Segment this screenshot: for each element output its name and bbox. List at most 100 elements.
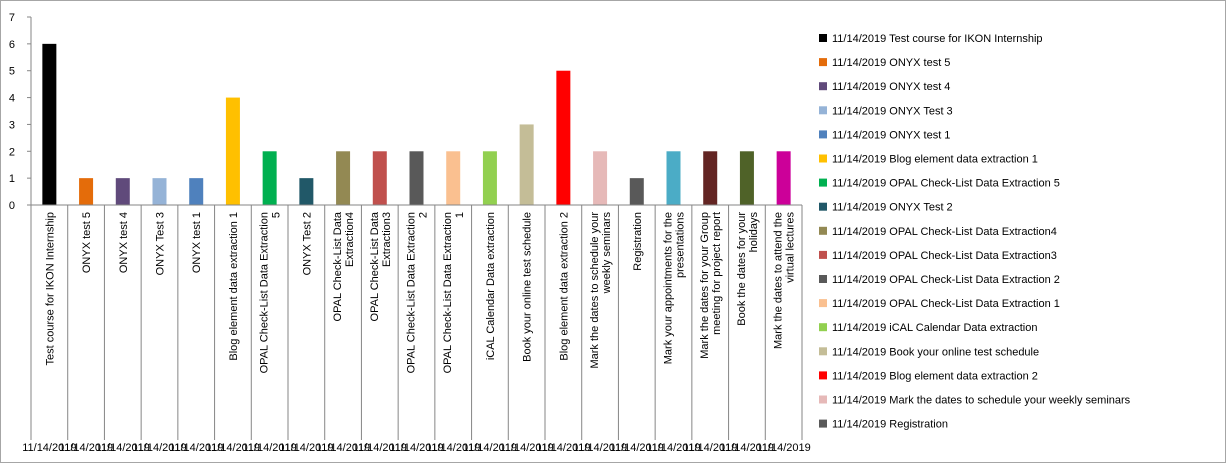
x-category-label: ONYX Test 3: [155, 212, 167, 275]
x-category-label: Mark your appointments for thepresentati…: [663, 212, 687, 365]
y-tick-label: 4: [9, 93, 15, 105]
bar: [776, 151, 791, 205]
x-date-label: 11/14/2019: [426, 442, 480, 454]
legend-label: 11/14/2019 ONYX test 5: [832, 57, 950, 69]
legend-swatch: [819, 347, 827, 356]
bar: [336, 151, 351, 205]
x-date-label: 11/14/2019: [757, 442, 811, 454]
legend-swatch: [819, 130, 827, 139]
legend-swatch: [819, 395, 827, 404]
legend-swatch: [819, 106, 827, 115]
bar: [739, 151, 754, 205]
x-category-label: OPAL Check-List DataExtraction3: [369, 211, 393, 321]
x-date-label: 11/14/2019: [389, 442, 443, 454]
x-category-label: Mark the dates to schedule yourweekly se…: [589, 212, 613, 369]
legend-swatch: [819, 58, 827, 67]
legend-swatch: [819, 419, 827, 428]
legend: 11/14/2019 Test course for IKON Internsh…: [819, 33, 1131, 431]
bar: [189, 178, 204, 205]
y-tick-label: 7: [9, 12, 15, 24]
bar: [262, 151, 277, 205]
legend-label: 11/14/2019 OPAL Check-List Data Extracti…: [832, 178, 1060, 190]
x-date-label: 11/14/2019: [463, 442, 517, 454]
legend-swatch: [819, 323, 827, 332]
x-date-label: 11/14/2019: [206, 442, 260, 454]
legend-label: 11/14/2019 OPAL Check-List Data Extracti…: [832, 226, 1057, 238]
legend-label: 11/14/2019 Registration: [832, 419, 948, 431]
x-category-label: OPAL Check-List DataExtraction4: [332, 211, 356, 321]
x-category-label: Registration: [632, 212, 644, 271]
legend-label: 11/14/2019 ONYX Test 3: [832, 105, 953, 117]
x-category-label: Blog element data extraction 2: [558, 212, 570, 361]
legend-label: 11/14/2019 ONYX test 4: [832, 81, 950, 93]
x-category-label: iCAL Calendar Data extraction: [485, 212, 497, 360]
x-date-label: 11/14/2019: [720, 442, 774, 454]
bar: [115, 178, 130, 205]
legend-label: 11/14/2019 Book your online test schedul…: [832, 346, 1039, 358]
x-category-label: ONYX test 1: [191, 212, 203, 273]
y-tick-label: 0: [9, 200, 15, 212]
legend-swatch: [819, 226, 827, 235]
bar: [593, 151, 608, 205]
legend-swatch: [819, 275, 827, 283]
x-date-label: 11/14/2019: [96, 442, 150, 454]
bar: [446, 151, 461, 205]
y-tick-label: 2: [9, 146, 15, 158]
bar: [225, 97, 240, 205]
legend-swatch: [819, 154, 827, 163]
bar: [152, 178, 167, 205]
y-tick-label: 5: [9, 66, 15, 78]
x-date-label: 11/14/2019: [169, 442, 223, 454]
bar: [482, 151, 497, 205]
bar: [299, 178, 314, 205]
x-date-label: 11/14/2019: [353, 442, 407, 454]
x-date-label: 11/14/2019: [573, 442, 627, 454]
bar: [519, 124, 534, 205]
x-category-label: Mark the dates to attend thevirtual lect…: [773, 212, 797, 349]
x-category-label: ONYX test 5: [81, 212, 93, 273]
x-date-label: 11/14/2019: [59, 442, 113, 454]
legend-swatch: [819, 250, 827, 259]
legend-label: 11/14/2019 Mark the dates to schedule yo…: [832, 395, 1131, 407]
x-date-label: 11/14/2019: [279, 442, 333, 454]
x-category-label: ONYX Test 2: [301, 212, 313, 275]
x-date-label: 11/14/2019: [646, 442, 700, 454]
legend-label: 11/14/2019 ONYX test 1: [832, 129, 950, 141]
legend-swatch: [819, 202, 827, 211]
legend-label: 11/14/2019 Blog element data extraction …: [832, 370, 1038, 382]
x-category-label: Mark the dates for your Groupmeeting for…: [699, 212, 723, 359]
bar: [79, 178, 94, 205]
bar: [372, 151, 387, 205]
legend-label: 11/14/2019 Blog element data extraction …: [832, 154, 1038, 166]
bar: [556, 70, 571, 205]
bar: [629, 178, 644, 205]
x-category-label: Test course for IKON Internship: [44, 212, 56, 365]
bar: [666, 151, 681, 205]
x-category-label: Book your online test schedule: [522, 212, 534, 362]
legend-label: 11/14/2019 Test course for IKON Internsh…: [832, 33, 1043, 45]
x-category-label: Blog element data extraction 1: [228, 212, 240, 361]
x-date-label: 11/14/2019: [132, 442, 186, 454]
x-date-label: 11/14/2019: [536, 442, 590, 454]
x-date-label: 11/14/2019: [22, 442, 76, 454]
legend-label: 11/14/2019 OPAL Check-List Data Extracti…: [832, 250, 1057, 262]
x-category-label: OPAL Check-List Data Extraction5: [259, 212, 283, 373]
legend-label: 11/14/2019 OPAL Check-List Data Extracti…: [832, 274, 1060, 286]
legend-swatch: [819, 371, 827, 380]
y-tick-label: 3: [9, 119, 15, 131]
bar: [409, 151, 424, 205]
x-axis: Test course for IKON Internship 11/14/201…: [22, 204, 811, 454]
x-date-label: 11/14/2019: [500, 442, 554, 454]
x-date-label: 11/14/2019: [683, 442, 737, 454]
y-axis: 0 1 2 3 4 5 6 7: [9, 12, 32, 440]
bar: [703, 151, 718, 205]
y-tick-label: 1: [9, 173, 15, 185]
legend-swatch: [819, 34, 827, 42]
legend-swatch: [819, 299, 827, 308]
y-tick-label: 6: [9, 39, 15, 51]
legend-swatch: [819, 178, 827, 187]
x-category-label: Book the dates for yourholidays: [736, 212, 760, 326]
x-category-label: OPAL Check-List Data Extraction2: [406, 212, 430, 373]
